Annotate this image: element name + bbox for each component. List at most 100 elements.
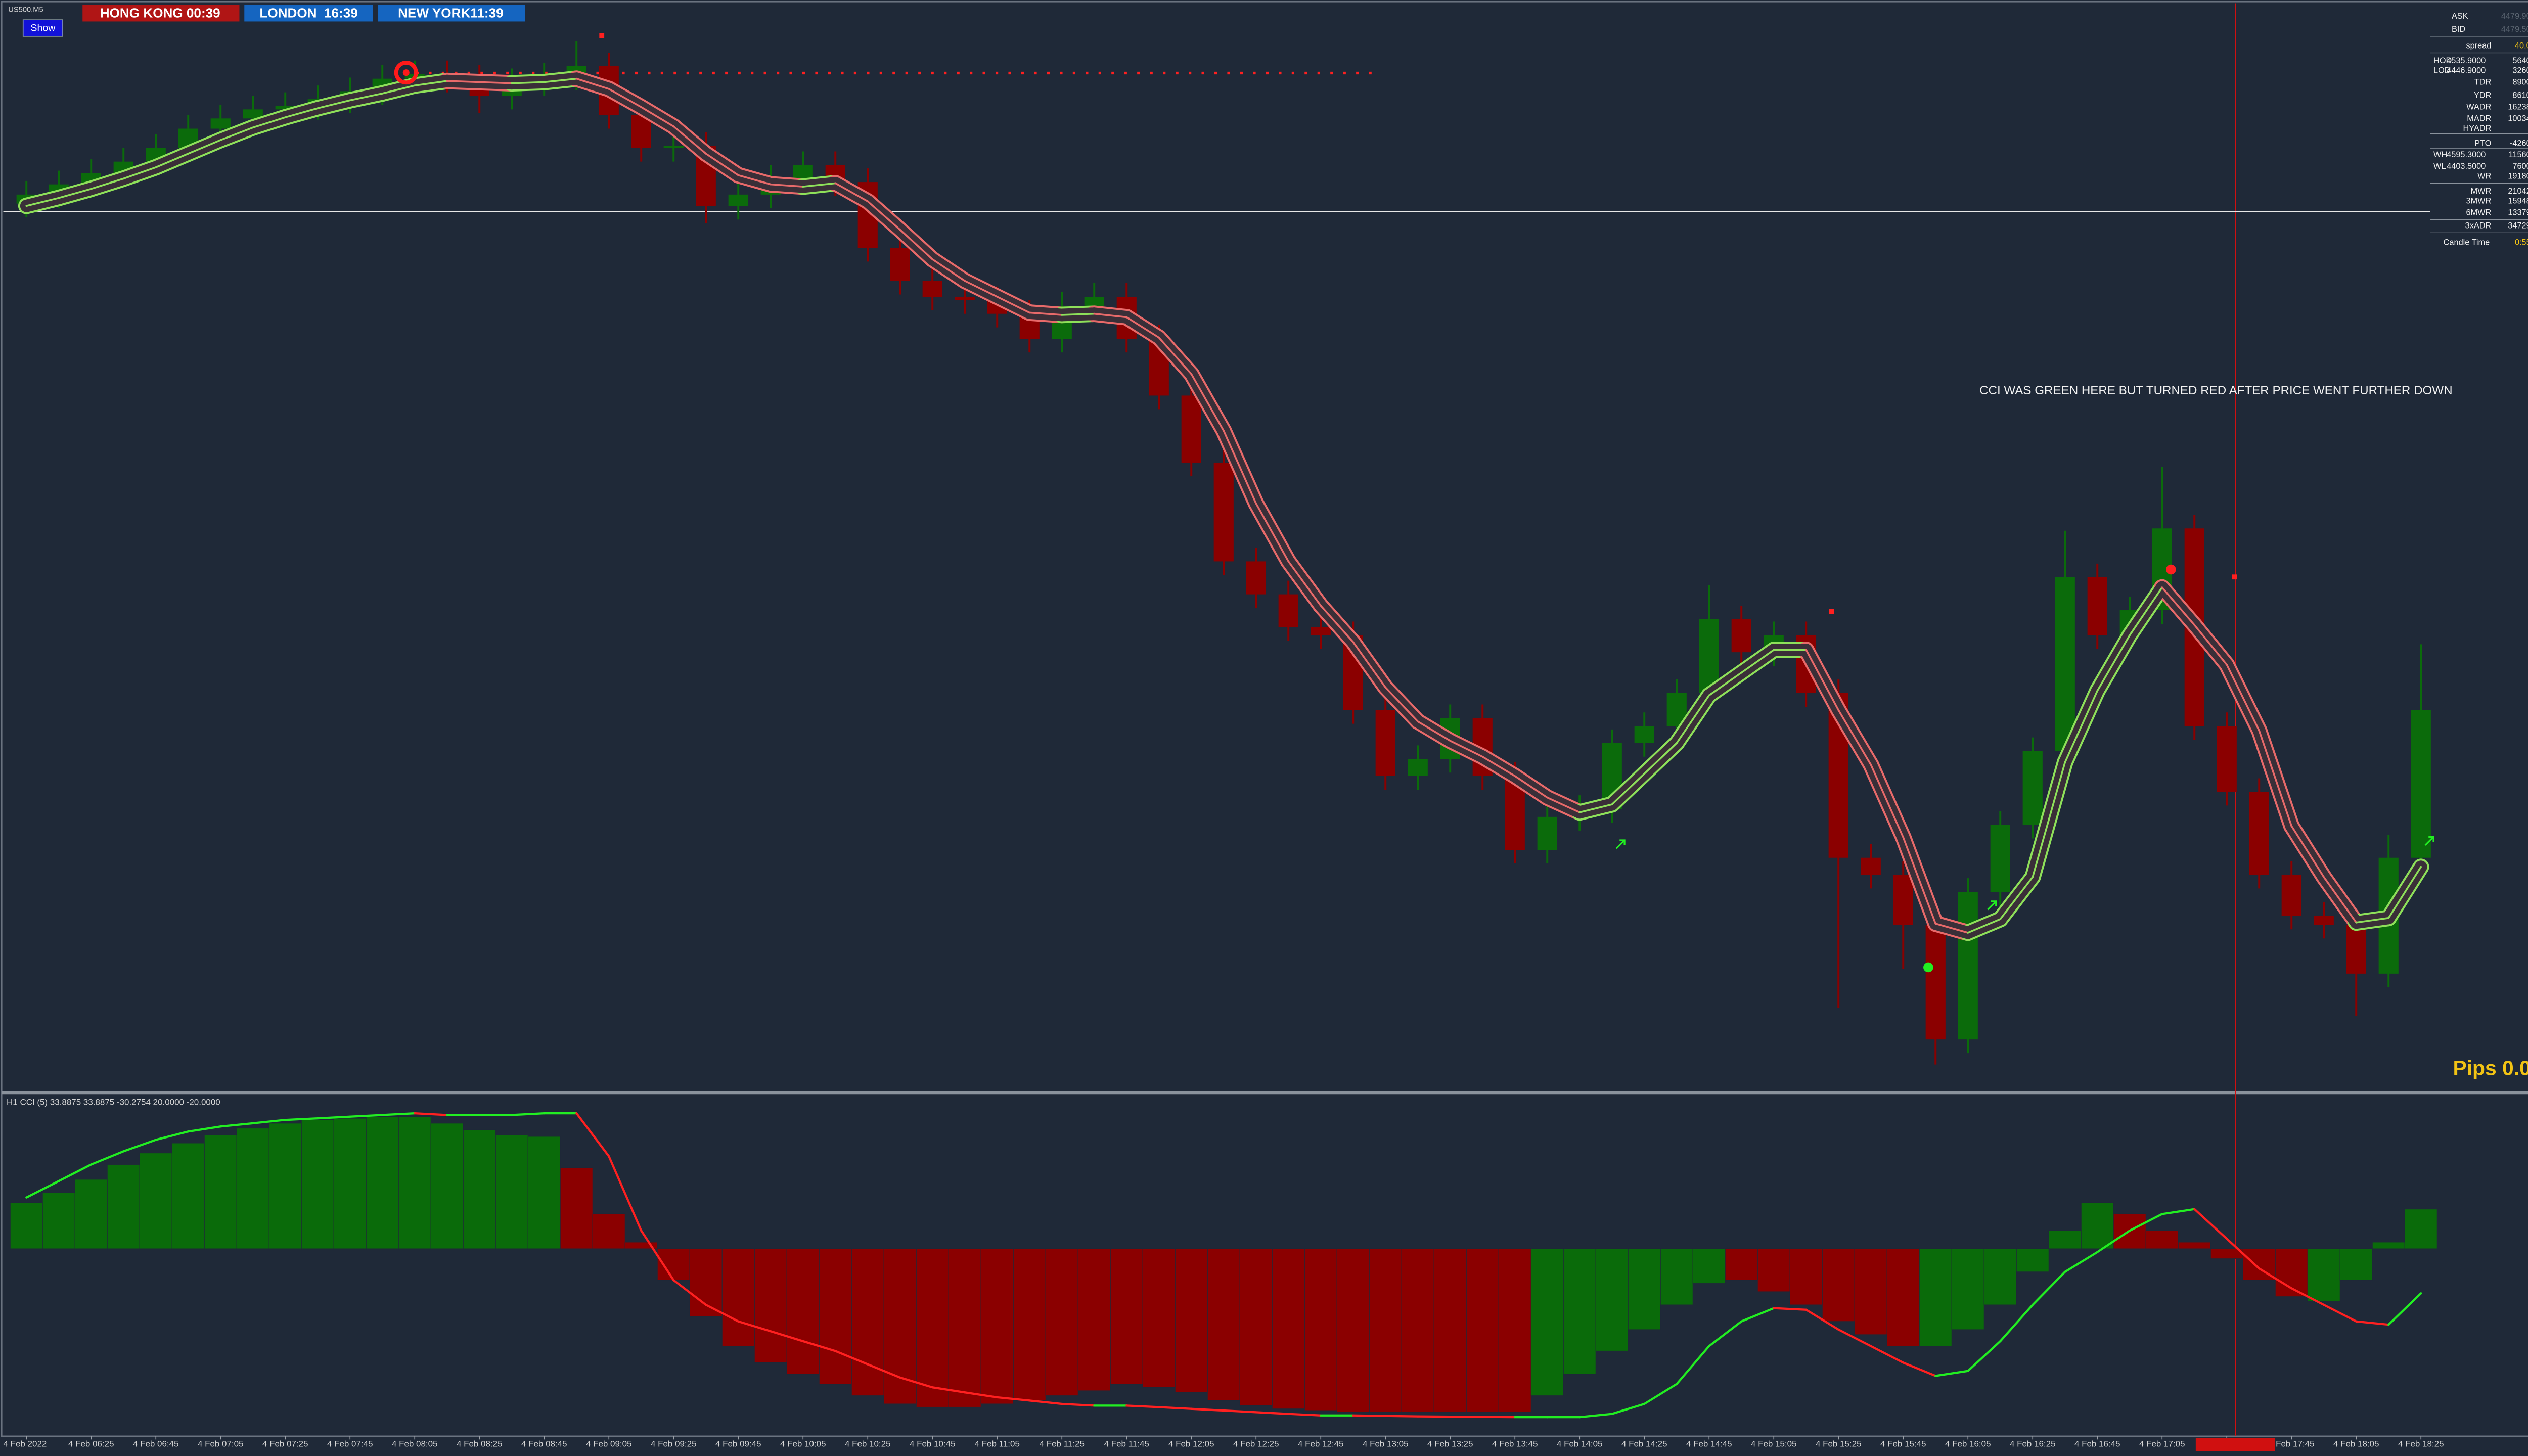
ma-band: [1417, 720, 1452, 742]
x-tick-label: 4 Feb 11:05: [975, 1439, 1020, 1449]
cci-bar: [268, 1123, 302, 1249]
ma-band: [1934, 923, 1969, 934]
ma-band: [155, 153, 190, 168]
cci-bar: [1175, 1248, 1208, 1393]
cci-bar: [1433, 1248, 1467, 1413]
info-value: 3260: [2512, 66, 2528, 75]
ma-band: [867, 200, 901, 231]
cci-line: [2161, 1208, 2196, 1215]
candle-body: [1375, 710, 1395, 776]
ma-band: [414, 80, 448, 86]
ma-band: [1028, 311, 1063, 316]
info-value: 11560: [2509, 150, 2528, 159]
x-tick-label: 4 Feb 09:45: [715, 1439, 761, 1449]
cci-line: [1805, 1308, 1840, 1331]
ma-band: [802, 182, 837, 188]
show-button[interactable]: [22, 19, 63, 37]
cci-line: [705, 1303, 740, 1323]
ma-band: [705, 153, 740, 176]
cci-line: [2387, 1292, 2422, 1326]
ma-band: [1902, 836, 1937, 925]
cci-bar: [1239, 1248, 1273, 1406]
x-tick-label: 4 Feb 16:45: [2074, 1439, 2120, 1449]
cci-line: [867, 1363, 901, 1379]
ma-band: [25, 197, 60, 207]
candle-body: [2249, 792, 2269, 875]
cci-line: [2258, 1267, 2293, 1290]
candle-body: [663, 146, 684, 148]
ma-band: [1190, 373, 1225, 432]
session-label: NEW YORK11:39: [398, 6, 503, 21]
cci-line: [284, 1117, 319, 1121]
cci-line: [317, 1115, 351, 1120]
cci-bar: [1369, 1248, 1402, 1413]
ma-band: [2258, 730, 2293, 827]
cci-bar: [333, 1118, 367, 1249]
candle-body: [243, 109, 263, 119]
cci-line: [1837, 1328, 1872, 1347]
candle-body: [1181, 395, 1201, 463]
ma-band: [575, 77, 610, 90]
cci-bar: [1045, 1248, 1078, 1396]
info-label: BID: [2452, 25, 2465, 34]
x-tick-label: 4 Feb 11:25: [1040, 1439, 1085, 1449]
cci-line: [1676, 1345, 1710, 1385]
cci-bar: [1077, 1248, 1111, 1391]
candle-body: [1731, 619, 1751, 653]
candle-body: [2346, 925, 2366, 974]
cci-bar: [2081, 1202, 2114, 1249]
ma-band: [1320, 605, 1355, 643]
info-label: MADR: [2467, 114, 2491, 123]
info-label: HYADR: [2463, 124, 2491, 133]
cci-line: [1190, 1407, 1225, 1412]
info-label: TDR: [2474, 78, 2492, 87]
ma-band: [1676, 694, 1710, 744]
candle-body: [1893, 875, 1913, 925]
x-tick-label: 4 Feb 18:25: [2398, 1439, 2444, 1449]
info-value: 21042: [2508, 187, 2528, 196]
cci-line: [899, 1376, 934, 1389]
ma-band: [770, 183, 804, 188]
cci-bar: [430, 1123, 464, 1249]
candle-body: [1213, 462, 1234, 562]
candle-body: [2087, 577, 2107, 635]
ma-band: [1287, 560, 1322, 607]
ma-band: [2064, 690, 2099, 763]
crosshair-time-box: [2195, 1438, 2275, 1451]
candle-body: [2411, 710, 2431, 858]
candle-body: [275, 106, 295, 110]
cci-bar: [74, 1179, 108, 1249]
cci-bar: [1272, 1248, 1305, 1409]
cci-line: [770, 1330, 804, 1343]
ma-band: [737, 174, 772, 186]
cci-line: [1611, 1402, 1646, 1415]
info-value: 4479.50: [2501, 25, 2528, 34]
cci-bar: [1336, 1248, 1370, 1413]
candle-body: [955, 297, 975, 300]
cci-bar: [1207, 1248, 1240, 1401]
cci-line: [58, 1163, 93, 1182]
cci-bar: [42, 1192, 75, 1249]
candle-body: [1958, 892, 1978, 1040]
candle-body: [1408, 759, 1428, 776]
cci-bar: [560, 1167, 593, 1249]
session-box: [378, 5, 525, 22]
ma-band: [996, 296, 1031, 314]
ma-band: [1870, 763, 1905, 839]
cci-line: [1740, 1307, 1775, 1323]
info-label: WH: [2433, 150, 2447, 159]
ma-band: [1093, 312, 1128, 318]
ma-band: [2290, 825, 2325, 878]
info-value: 40.0: [2515, 41, 2528, 51]
plot-layer: 4538.854535.904532.954530.004527.054524.…: [4, 41, 2444, 1449]
x-tick-label: 4 Feb 08:25: [457, 1439, 503, 1449]
info-label: spread: [2466, 41, 2491, 51]
info-label: Candle Time: [2444, 238, 2490, 247]
cci-bar: [1013, 1248, 1046, 1401]
candle-body: [1311, 627, 1331, 635]
x-tick-label: 4 Feb 16:05: [1945, 1439, 1991, 1449]
cci-line: [2323, 1303, 2358, 1323]
show-button-label[interactable]: Show: [30, 23, 56, 34]
